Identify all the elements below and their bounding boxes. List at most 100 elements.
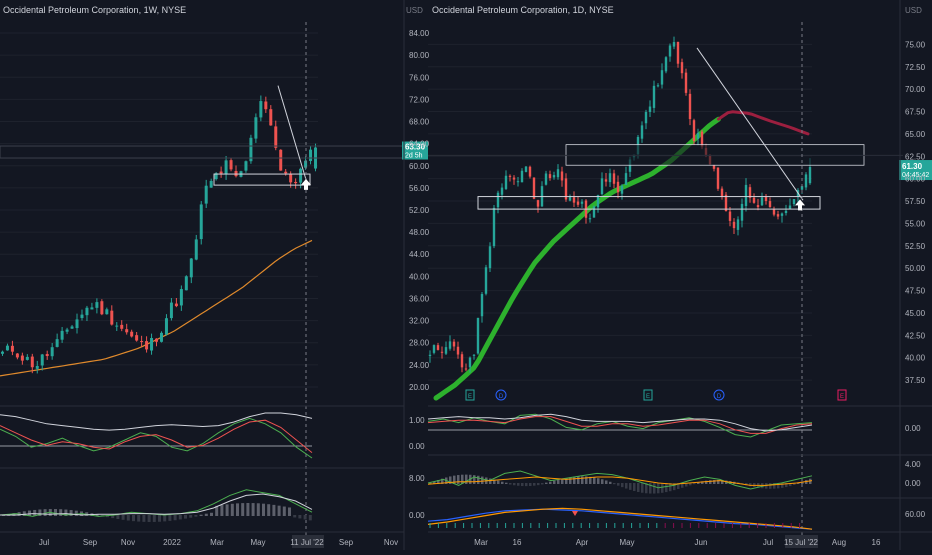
- candle-body: [60, 330, 64, 340]
- price-tick-label: 52.50: [905, 242, 926, 251]
- osc2-histogram-bar: [116, 515, 120, 520]
- osc2-histogram-bar: [189, 515, 193, 518]
- osc2-histogram-bar: [789, 483, 792, 487]
- osc1-tick-label: 0.00: [409, 442, 425, 451]
- event-label: E: [840, 394, 844, 400]
- osc2-histogram-bar: [308, 515, 312, 521]
- osc1-signal-line: [0, 412, 313, 431]
- candle-body: [480, 294, 484, 317]
- support-zone-box: [213, 173, 311, 186]
- candle-body: [592, 206, 596, 218]
- osc2-histogram-bar: [225, 504, 229, 516]
- left-currency-label: USD: [406, 6, 423, 15]
- candle-body: [516, 181, 520, 183]
- osc2-histogram-bar: [178, 515, 182, 520]
- left-price-axis[interactable]: 84.00 80.00 76.00 72.00 68.00 64.00 60.00 56.00…: [409, 29, 430, 392]
- earnings-event-marker: [465, 389, 475, 401]
- osc2-histogram-bar: [569, 477, 572, 484]
- candle-body: [274, 126, 278, 148]
- candle-body: [692, 120, 696, 141]
- osc2-histogram-bar: [781, 483, 784, 488]
- time-tick-label: Nov: [384, 538, 398, 547]
- right-price-axis[interactable]: 75.00 72.50 70.00 67.50 65.00 62.50 60.00 57.50…: [905, 40, 926, 385]
- osc1-fast-line: [0, 417, 313, 459]
- osc2-histogram-bar: [246, 503, 250, 516]
- osc2-signal-line: [0, 493, 313, 516]
- price-tick-label: 42.50: [905, 331, 926, 340]
- price-tick-label: 48.00: [409, 228, 430, 237]
- candle-body: [436, 345, 440, 350]
- osc2-histogram-bar: [230, 503, 234, 516]
- osc2-histogram-bar: [38, 509, 42, 516]
- candle-body: [448, 341, 452, 349]
- current-date-badge: [292, 535, 324, 548]
- candle-body: [728, 211, 732, 221]
- candle-body: [588, 218, 592, 220]
- candle-body: [140, 341, 144, 343]
- osc2-histogram-bar: [215, 505, 219, 516]
- candle-body: [135, 335, 139, 341]
- time-tick-label: May: [250, 538, 265, 547]
- osc2-histogram-bar: [158, 515, 161, 522]
- time-tick-label: Sep: [339, 538, 354, 547]
- candle-body: [20, 355, 24, 361]
- candle-body: [35, 365, 39, 369]
- candle-body: [624, 173, 628, 185]
- candle-body: [596, 195, 600, 208]
- candle-body: [804, 174, 808, 188]
- osc2-histogram-bar: [533, 483, 536, 486]
- candle-body: [55, 339, 59, 347]
- candle-body: [209, 180, 213, 188]
- candle-body: [572, 197, 576, 203]
- candle-body: [304, 160, 308, 168]
- candle-body: [184, 276, 188, 291]
- right-time-axis[interactable]: Mar 16 Apr May Jun Jul 15 Jul '22 Aug 16: [474, 535, 881, 548]
- candle-body: [65, 329, 69, 332]
- price-tick-label: 72.50: [905, 63, 926, 72]
- candle-body: [70, 326, 74, 329]
- osc2-histogram-bar: [629, 483, 632, 490]
- candle-body: [800, 186, 804, 190]
- candle-body: [608, 173, 612, 183]
- last-price-label: 63.30: [405, 143, 426, 152]
- candle-body: [155, 338, 159, 342]
- osc2-histogram-bar: [132, 515, 135, 522]
- osc2-histogram-bar: [437, 480, 440, 484]
- left-time-axis[interactable]: Jul Sep Nov 2022 Mar May 11 Jul '22 Sep Nov: [39, 535, 398, 548]
- osc2-histogram-bar: [453, 475, 456, 484]
- osc2-histogram-bar: [204, 513, 208, 516]
- osc2-histogram-bar: [593, 477, 596, 484]
- candle-body: [680, 62, 684, 74]
- left-chart[interactable]: Occidental Petroleum Corporation, 1W, NY…: [0, 0, 430, 550]
- osc2-histogram-bar: [777, 483, 780, 489]
- osc2-histogram-bar: [173, 515, 177, 521]
- osc3-blue-line: [427, 508, 813, 530]
- osc2-histogram-bar: [293, 515, 297, 518]
- candle-body: [524, 166, 528, 172]
- candle-body: [456, 346, 460, 355]
- event-label: D: [499, 394, 504, 400]
- candle-body: [736, 219, 740, 230]
- osc2-histogram-bar: [256, 503, 260, 516]
- osc2-histogram-bar: [685, 483, 688, 487]
- resistance-trendline: [277, 85, 307, 180]
- candle-body: [700, 131, 704, 147]
- candle-body: [564, 178, 568, 200]
- price-tick-label: 36.00: [409, 294, 430, 303]
- osc2-histogram-bar: [147, 515, 151, 522]
- candle-body: [648, 106, 652, 112]
- price-tick-label: 67.50: [905, 108, 926, 117]
- osc2-histogram-bar: [497, 480, 500, 484]
- candle-body: [224, 160, 228, 175]
- osc2-histogram-bar: [545, 482, 548, 484]
- osc2-histogram-bar: [509, 483, 512, 485]
- price-tick-label: 64.00: [409, 140, 430, 149]
- candle-body: [752, 197, 756, 203]
- right-chart[interactable]: Occidental Petroleum Corporation, 1D, NY…: [427, 0, 932, 550]
- price-tick-label: 72.00: [409, 95, 430, 104]
- osc2-histogram-bar: [617, 483, 620, 486]
- right-chart-title: Occidental Petroleum Corporation, 1D, NY…: [432, 5, 614, 15]
